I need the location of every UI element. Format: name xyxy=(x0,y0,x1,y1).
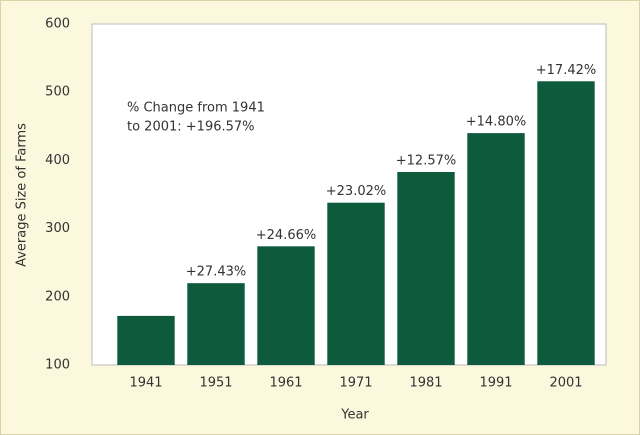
annotation: % Change from 1941 xyxy=(127,101,265,116)
x-tick-label: 1981 xyxy=(409,376,442,391)
x-axis-label: Year xyxy=(340,408,369,423)
x-tick-label: 1941 xyxy=(129,376,162,391)
bar xyxy=(187,283,245,365)
y-tick-label: 200 xyxy=(45,289,70,304)
x-tick-label: 1951 xyxy=(199,376,232,391)
x-tick-label: 1961 xyxy=(269,376,302,391)
bar xyxy=(397,171,455,365)
y-tick-label: 600 xyxy=(45,17,70,32)
bar xyxy=(537,81,595,366)
x-tick-label: 1991 xyxy=(479,376,512,391)
y-tick-label: 500 xyxy=(45,85,70,100)
change-label: +27.43% xyxy=(186,265,246,280)
annotation: to 2001: +196.57% xyxy=(127,120,255,135)
bar xyxy=(257,246,315,365)
change-label: +17.42% xyxy=(536,63,596,78)
y-tick-label: 300 xyxy=(45,221,70,236)
change-label: +24.66% xyxy=(256,228,316,243)
y-axis-label: Average Size of Farms xyxy=(15,123,30,267)
bar xyxy=(467,133,525,365)
y-tick-label: 400 xyxy=(45,153,70,168)
y-tick-label: 100 xyxy=(45,358,70,373)
x-tick-label: 1971 xyxy=(339,376,372,391)
x-tick-label: 2001 xyxy=(549,376,582,391)
bar xyxy=(117,315,175,365)
bar xyxy=(327,202,385,365)
change-label: +14.80% xyxy=(466,115,526,130)
change-label: +12.57% xyxy=(396,153,456,168)
change-label: +23.02% xyxy=(326,184,386,199)
